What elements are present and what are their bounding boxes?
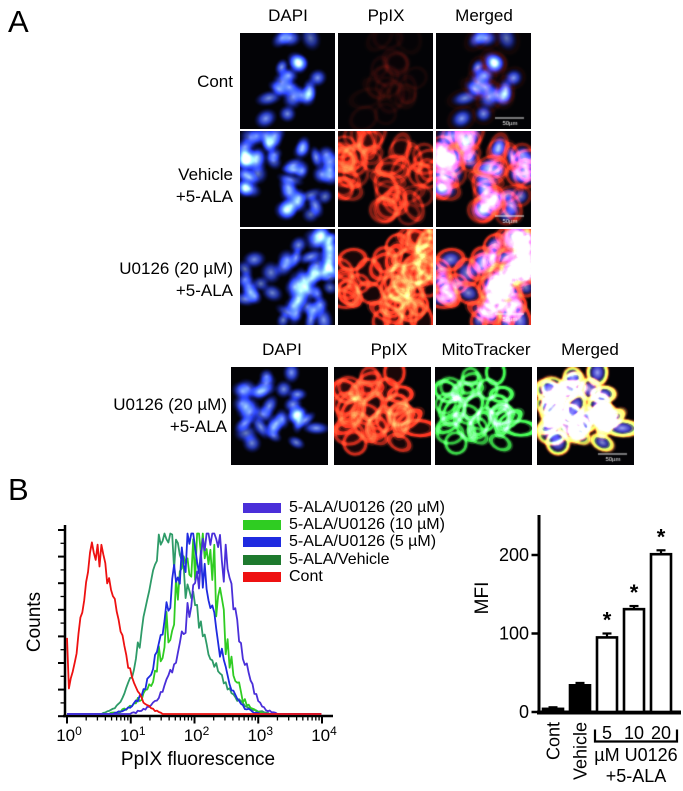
legend-label: 5-ALA/Vehicle — [289, 550, 390, 568]
legend-swatch — [243, 537, 281, 548]
row-label-vehicle-5ala: Vehicle +5-ALA — [175, 165, 233, 206]
micrograph-row3-col1 — [240, 229, 335, 325]
row-label-cont: Cont — [197, 72, 233, 91]
legend-label: Cont — [289, 568, 323, 586]
flow-x-tick-label: 101 — [120, 724, 146, 745]
column-header-mitotracker: MitoTracker — [441, 340, 531, 359]
flow-y-axis-label: Counts — [24, 592, 45, 652]
column-header-ppix: PpIX — [367, 6, 405, 25]
micrograph-block2-col1 — [231, 367, 328, 465]
bar-y-tick-label: 0 — [519, 702, 529, 722]
bar-Vehicle — [568, 684, 592, 714]
legend-label: 5-ALA/U0126 (5 µM) — [289, 533, 437, 551]
bar-10 — [622, 607, 646, 714]
group-label-line1: µM U0126 — [594, 745, 677, 765]
micrograph-row1-col3 — [436, 33, 531, 129]
bar-x-label: 5 — [602, 723, 612, 743]
flow-x-tick-label: 103 — [247, 724, 273, 745]
panel-a-label: A — [8, 4, 29, 39]
legend-entry-2: 5-ALA/U0126 (5 µM) — [243, 534, 445, 551]
bar-y-tick-label: 200 — [499, 545, 529, 565]
group-bracket — [593, 729, 679, 743]
bar-x-label-rotated: Cont — [544, 722, 564, 760]
panel-b-charts: 100 101 102 103 104 PpIX fluorescence Counts 0 1… — [24, 515, 681, 786]
micrograph-row1-col2 — [338, 33, 433, 129]
micrograph-row3-col2 — [338, 229, 433, 325]
group-label-line2: +5-ALA — [606, 766, 667, 786]
column-header-merged: Merged — [455, 6, 513, 25]
legend-entry-4: Cont — [243, 569, 445, 586]
bar-x-label-rotated: Vehicle — [571, 722, 591, 780]
legend-swatch — [243, 502, 281, 513]
bar-5 — [595, 636, 619, 714]
flow-x-tick-label: 100 — [56, 724, 82, 745]
flow-x-tick-label: 104 — [311, 724, 337, 745]
micrograph-row1-col1 — [240, 33, 335, 129]
micrograph-block2-col4 — [537, 367, 634, 465]
legend-swatch — [243, 520, 281, 531]
legend-swatch — [243, 572, 281, 583]
legend-entry-1: 5-ALA/U0126 (10 µM) — [243, 516, 445, 533]
micrograph-block2-col3 — [435, 367, 532, 465]
flow-legend: 5-ALA/U0126 (20 µM) 5-ALA/U0126 (10 µM) 5-… — [243, 499, 445, 586]
bar-y-tick-label: 100 — [499, 624, 529, 644]
row-label-u0126-5ala: U0126 (20 µM) +5-ALA — [119, 259, 233, 300]
row-label-u0126-5ala-2: U0126 (20 µM) +5-ALA — [113, 395, 227, 436]
legend-label: 5-ALA/U0126 (10 µM) — [289, 516, 445, 534]
column-header-merged-2: Merged — [561, 340, 619, 359]
legend-entry-3: 5-ALA/Vehicle — [243, 551, 445, 568]
legend-entry-0: 5-ALA/U0126 (20 µM) — [243, 499, 445, 516]
flow-x-axis-label: PpIX fluorescence — [121, 749, 275, 770]
significance-star: * — [630, 580, 639, 605]
bar-20 — [649, 552, 673, 714]
micrograph-row2-col2 — [338, 131, 433, 227]
significance-star: * — [657, 524, 666, 549]
micrograph-row3-col3 — [436, 229, 531, 325]
significance-star: * — [603, 608, 612, 633]
flow-curve-4 — [66, 541, 322, 715]
column-header-dapi: DAPI — [268, 6, 308, 25]
legend-label: 5-ALA/U0126 (20 µM) — [289, 498, 445, 516]
bar-x-label: 20 — [651, 723, 671, 743]
column-header-dapi-2: DAPI — [262, 340, 302, 359]
column-header-ppix-2: PpIX — [370, 340, 408, 359]
micrograph-row2-col1 — [240, 131, 335, 227]
legend-swatch — [243, 554, 281, 565]
micrograph-block2-col2 — [334, 367, 431, 465]
flow-histogram: 100 101 102 103 104 PpIX fluorescence Counts — [24, 525, 337, 770]
panel-b-label: B — [8, 472, 29, 507]
bar-x-label: 10 — [624, 723, 644, 743]
flow-x-tick-label: 102 — [184, 724, 210, 745]
micrograph-row2-col3 — [436, 131, 531, 227]
bar-y-axis-label: MFI — [472, 582, 493, 615]
bar-Cont — [541, 707, 565, 714]
